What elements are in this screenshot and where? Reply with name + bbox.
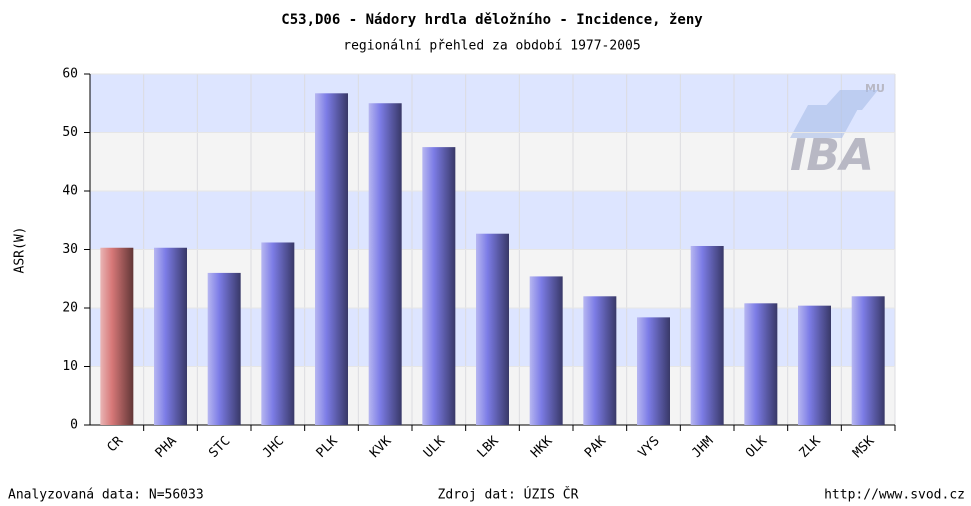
chart-subtitle: regionální přehled za období 1977-2005 xyxy=(343,39,640,54)
bar xyxy=(529,276,563,425)
bar xyxy=(261,242,295,425)
bar xyxy=(798,305,831,425)
y-tick-label: 60 xyxy=(62,67,78,82)
y-tick-label: 10 xyxy=(62,359,78,374)
y-tick-label: 30 xyxy=(62,242,78,257)
plot-band xyxy=(90,74,895,133)
x-tick-label: VYS xyxy=(636,434,663,461)
x-tick-label: PHA xyxy=(153,434,180,461)
x-tick-label: MSK xyxy=(850,434,877,461)
x-tick-label: ULK xyxy=(421,434,448,461)
bar xyxy=(637,317,670,425)
bar xyxy=(207,272,241,425)
x-tick-label: HKK xyxy=(528,434,555,461)
x-tick-label: JHC xyxy=(260,434,287,461)
x-tick-label: KVK xyxy=(367,434,394,461)
x-tick-label: PAK xyxy=(582,434,609,461)
bar xyxy=(583,296,617,425)
y-tick-label: 40 xyxy=(62,184,78,199)
bar xyxy=(476,233,509,425)
bar xyxy=(422,147,456,425)
x-tick-label: ZLK xyxy=(797,434,824,461)
footer-center: Zdroj dat: ÚZIS ČR xyxy=(438,487,579,503)
x-tick-label: PLK xyxy=(314,434,341,461)
bar xyxy=(368,103,402,425)
x-tick-label: LBK xyxy=(475,434,502,461)
logo-graphic xyxy=(790,90,878,138)
bar xyxy=(315,93,348,426)
y-tick-label: 50 xyxy=(62,125,78,140)
footer-right: http://www.svod.cz xyxy=(824,488,965,503)
chart-title: C53,D06 - Nádory hrdla děložního - Incid… xyxy=(281,12,703,28)
y-tick-label: 0 xyxy=(70,418,78,433)
bar xyxy=(154,247,187,425)
bar xyxy=(690,245,724,425)
y-axis-label: ASR(W) xyxy=(13,227,28,274)
footer-left: Analyzovaná data: N=56033 xyxy=(8,488,204,503)
bar xyxy=(851,296,885,425)
plot-band xyxy=(90,132,895,191)
x-tick-label: STC xyxy=(206,434,233,461)
bar xyxy=(744,303,778,425)
x-tick-label: CR xyxy=(104,434,126,456)
y-tick-label: 20 xyxy=(62,301,78,316)
logo: IBA xyxy=(790,130,874,181)
x-tick-label: OLK xyxy=(743,434,770,461)
bar xyxy=(100,247,134,425)
x-tick-label: JHM xyxy=(689,434,716,461)
